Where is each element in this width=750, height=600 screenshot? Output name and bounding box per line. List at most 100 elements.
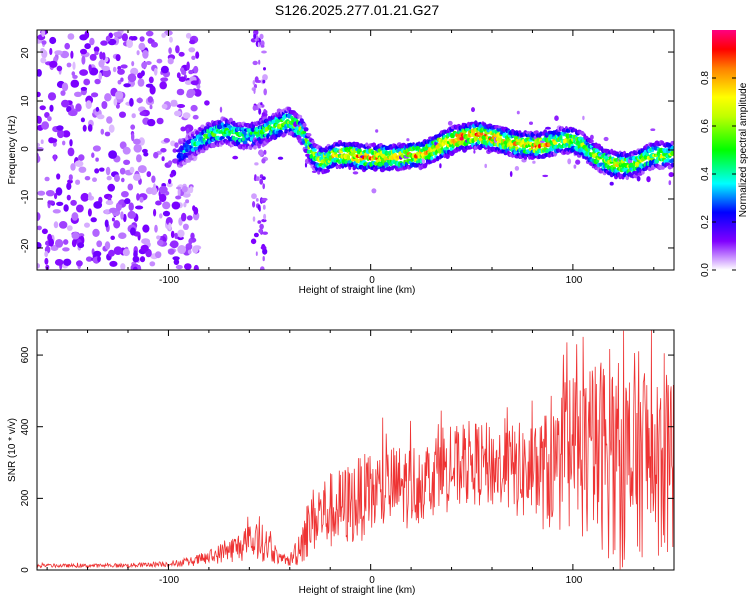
spectrogram-blob — [54, 193, 58, 200]
spectrogram-blob — [62, 239, 69, 245]
spectrogram-blob — [178, 51, 185, 57]
spectrogram-blob — [37, 142, 41, 148]
spectrogram-blob — [47, 200, 55, 205]
spectrogram-blob — [253, 88, 256, 94]
spectrogram-blob — [51, 138, 58, 143]
colorbar-tick-label: 0.8 — [700, 71, 711, 85]
spectrogram-cell — [670, 150, 674, 156]
spectrogram-panel: -100 0 100 -20 -10 0 10 20 Height of str… — [7, 29, 675, 296]
spectrogram-blob — [79, 69, 88, 76]
spectrogram-blob — [160, 148, 167, 153]
spectrogram-blob — [129, 97, 134, 107]
spectrogram-blob — [80, 192, 90, 202]
spectrogram-blob — [37, 116, 42, 124]
spectrogram-blob — [139, 111, 147, 116]
spectrogram-blob — [41, 121, 49, 130]
spectrogram-blob — [71, 231, 80, 240]
spectrogram-blob — [603, 136, 609, 142]
spectrogram-blob — [151, 175, 156, 183]
spectrogram-blob — [44, 251, 49, 258]
spectrogram-blob — [89, 53, 97, 61]
spectrogram-blob — [37, 242, 42, 249]
spectrogram-blob — [257, 146, 261, 149]
spectrogram-blob — [155, 200, 162, 206]
spectrogram-blob — [184, 263, 192, 270]
spectrogram-blob — [106, 175, 112, 181]
spectrogram-blob — [147, 118, 156, 127]
spectrogram-blob — [100, 128, 105, 135]
spectrogram-blob — [190, 80, 199, 86]
spectrogram-blob — [514, 166, 520, 171]
top-x-axis-label: Height of straight line (km) — [299, 285, 416, 296]
spectrogram-blob — [542, 174, 549, 178]
bottom-y-tick-label: 600 — [20, 346, 31, 363]
spectrogram-blob — [176, 88, 185, 96]
spectrogram-cell — [228, 117, 233, 123]
spectrogram-blob — [165, 217, 173, 226]
spectrogram-blob — [88, 64, 92, 72]
spectrogram-blob — [168, 178, 172, 185]
spectrogram-blob — [122, 248, 130, 257]
spectrogram-blob — [375, 129, 379, 133]
spectrogram-cell — [383, 162, 390, 167]
spectrogram-blob — [98, 59, 105, 68]
spectrogram-blob — [84, 222, 90, 228]
spectrogram-blob — [145, 187, 154, 195]
spectrogram-blob — [68, 174, 73, 181]
spectrogram-blob — [170, 230, 175, 239]
spectrogram-blob — [69, 139, 73, 147]
spectrogram-blob — [57, 129, 65, 139]
spectrogram-blob — [80, 48, 87, 55]
spectrogram-blob — [149, 104, 153, 110]
spectrogram-ticks — [37, 30, 674, 270]
spectrogram-blob — [127, 183, 134, 191]
spectrogram-cell — [298, 114, 303, 119]
spectrogram-blob — [56, 201, 64, 206]
spectrogram-blob — [172, 148, 177, 153]
spectrogram-cell — [346, 154, 351, 159]
spectrogram-blob — [259, 223, 264, 230]
spectrogram-cell — [670, 140, 674, 145]
spectrogram-cell — [670, 162, 674, 168]
spectrogram-blob — [123, 213, 127, 223]
spectrogram-blob — [251, 193, 257, 200]
spectrogram-blob — [132, 255, 140, 263]
spectrogram-blob — [174, 110, 182, 117]
spectrogram-blob — [119, 111, 126, 118]
spectrogram-blob — [145, 83, 154, 88]
spectrogram-blob — [160, 77, 169, 82]
bottom-y-tick-label: 200 — [20, 489, 31, 506]
spectrogram-blob — [68, 110, 78, 117]
spectrogram-blob — [156, 235, 161, 240]
top-y-tick-label: 0 — [20, 146, 31, 152]
spectrogram-blob — [49, 104, 54, 112]
spectrogram-blob — [252, 216, 256, 222]
spectrogram-blob — [130, 124, 136, 130]
spectrogram-blob — [137, 165, 147, 174]
spectrogram-blob — [130, 227, 136, 236]
spectrogram-blob — [105, 35, 111, 42]
spectrogram-blob — [159, 81, 167, 90]
spectrogram-blob — [130, 81, 135, 86]
spectrogram-blob — [127, 73, 137, 83]
spectrogram-blob — [131, 61, 135, 67]
spectrogram-blob — [92, 228, 100, 237]
spectrogram-blob — [258, 149, 264, 157]
spectrogram-blob — [148, 76, 154, 84]
spectrogram-blob — [554, 115, 559, 121]
spectrogram-cell — [433, 158, 437, 163]
spectrogram-blob — [668, 172, 674, 178]
spectrogram-blob — [49, 60, 58, 68]
spectrogram-blob — [122, 146, 131, 155]
spectrogram-blob — [44, 176, 50, 182]
spectrogram-blob — [118, 200, 124, 205]
spectrogram-blob — [170, 101, 178, 107]
spectrogram-blob — [55, 239, 64, 248]
spectrogram-blob — [71, 71, 76, 77]
spectrogram-blob — [254, 162, 259, 166]
spectrogram-blob — [529, 121, 533, 125]
spectrogram-blob — [77, 242, 85, 249]
spectrogram-blob — [72, 61, 76, 70]
spectrogram-blob — [119, 167, 126, 175]
